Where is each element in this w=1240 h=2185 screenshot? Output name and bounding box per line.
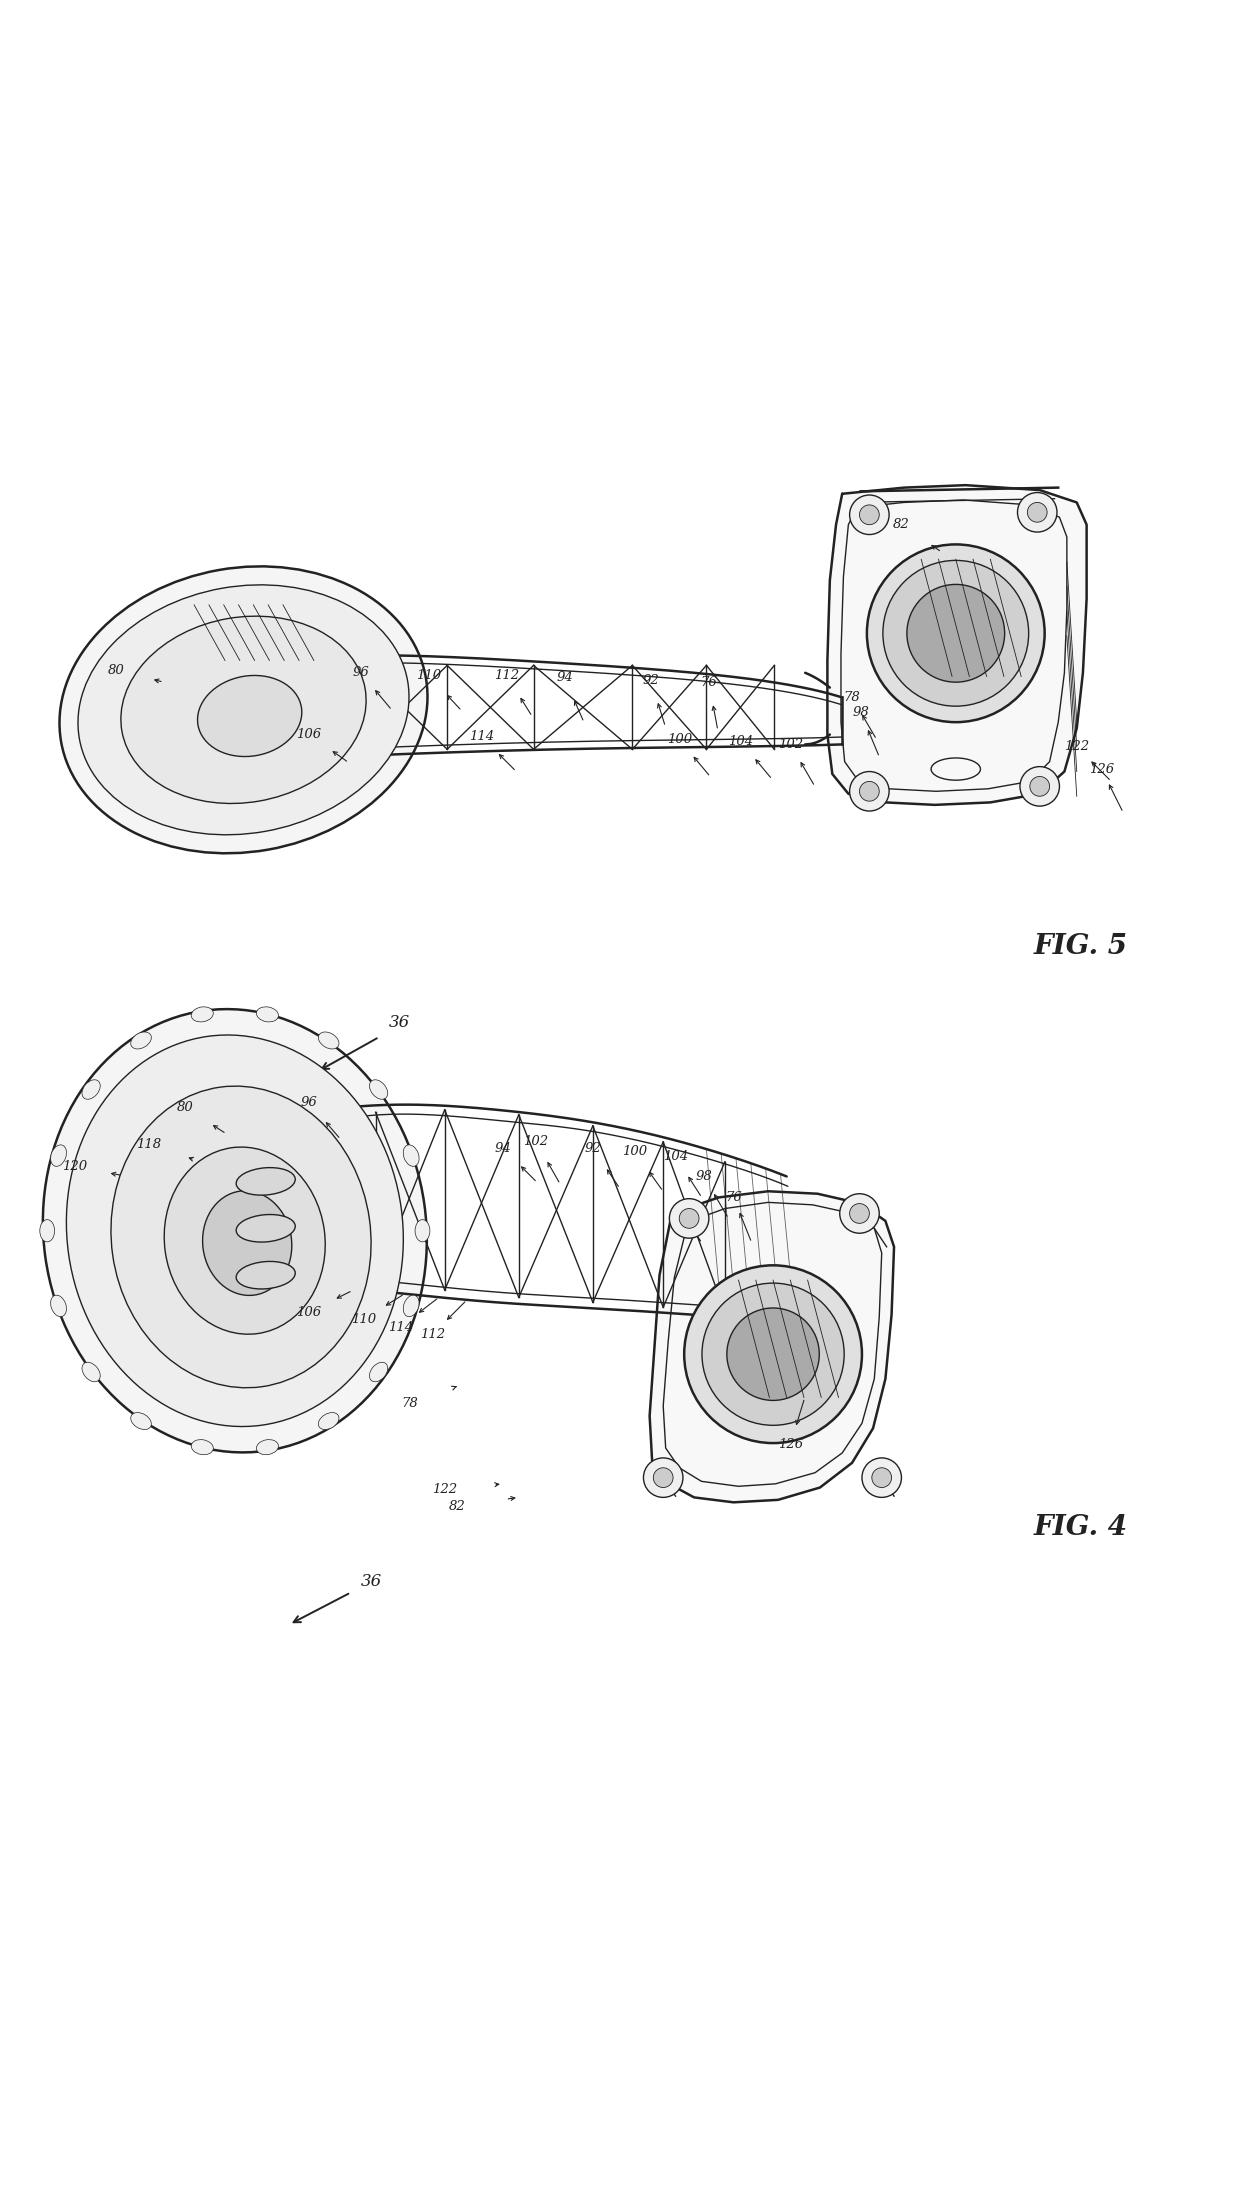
Text: 100: 100 [622, 1145, 647, 1158]
Circle shape [859, 505, 879, 524]
Ellipse shape [403, 1296, 419, 1318]
Text: 98: 98 [852, 706, 869, 719]
Text: 126: 126 [777, 1438, 804, 1451]
Text: 94: 94 [556, 671, 573, 684]
Circle shape [684, 1265, 862, 1442]
Ellipse shape [130, 1412, 151, 1429]
Ellipse shape [191, 1007, 213, 1023]
Ellipse shape [403, 1145, 419, 1167]
Text: 80: 80 [108, 664, 125, 677]
Ellipse shape [82, 1079, 100, 1099]
Text: 36: 36 [389, 1014, 410, 1031]
Text: 82: 82 [449, 1499, 465, 1512]
Text: 92: 92 [642, 673, 660, 686]
Text: 110: 110 [351, 1313, 376, 1326]
Circle shape [680, 1208, 699, 1228]
Text: 36: 36 [361, 1573, 382, 1591]
Ellipse shape [51, 1296, 67, 1318]
Text: FIG. 4: FIG. 4 [1033, 1514, 1127, 1540]
Circle shape [862, 1457, 901, 1497]
Ellipse shape [236, 1167, 295, 1195]
Circle shape [872, 1468, 892, 1488]
Text: 102: 102 [777, 739, 804, 752]
Text: FIG. 5: FIG. 5 [1033, 933, 1127, 961]
Text: 76: 76 [701, 675, 717, 688]
Circle shape [670, 1200, 709, 1239]
Text: 76: 76 [725, 1191, 742, 1204]
Ellipse shape [202, 1191, 291, 1296]
Text: 110: 110 [417, 669, 441, 682]
Circle shape [727, 1309, 820, 1401]
Ellipse shape [120, 616, 366, 804]
Ellipse shape [370, 1079, 388, 1099]
Ellipse shape [130, 1031, 151, 1049]
Circle shape [1030, 776, 1049, 795]
Circle shape [1021, 767, 1059, 806]
Ellipse shape [257, 1007, 279, 1023]
Ellipse shape [197, 675, 301, 756]
Text: 104: 104 [728, 736, 754, 749]
Ellipse shape [60, 566, 428, 854]
Text: 96: 96 [300, 1097, 317, 1108]
Text: 112: 112 [494, 669, 520, 682]
Circle shape [1018, 492, 1056, 533]
Ellipse shape [164, 1147, 325, 1335]
Ellipse shape [67, 1036, 403, 1427]
Text: 106: 106 [296, 1307, 321, 1320]
Polygon shape [827, 485, 1086, 804]
Ellipse shape [82, 1361, 100, 1381]
Circle shape [849, 771, 889, 811]
Ellipse shape [43, 1009, 427, 1453]
Text: 122: 122 [1064, 741, 1089, 754]
Ellipse shape [78, 586, 409, 835]
Text: 120: 120 [62, 1160, 87, 1173]
Text: 92: 92 [584, 1141, 601, 1154]
Circle shape [653, 1468, 673, 1488]
Circle shape [849, 496, 889, 535]
Ellipse shape [51, 1145, 67, 1167]
Ellipse shape [236, 1261, 295, 1289]
Polygon shape [650, 1191, 894, 1503]
Circle shape [839, 1193, 879, 1232]
Circle shape [906, 583, 1004, 682]
Text: 102: 102 [523, 1136, 548, 1149]
Ellipse shape [236, 1215, 295, 1241]
Text: 100: 100 [667, 732, 692, 745]
Text: 78: 78 [402, 1396, 419, 1409]
Text: 98: 98 [696, 1169, 712, 1182]
Text: 112: 112 [420, 1328, 445, 1342]
Circle shape [883, 559, 1029, 706]
Ellipse shape [40, 1219, 55, 1241]
Ellipse shape [191, 1440, 213, 1455]
Circle shape [1028, 503, 1047, 522]
Circle shape [867, 544, 1044, 723]
Ellipse shape [370, 1361, 388, 1381]
Circle shape [644, 1457, 683, 1497]
Text: 80: 80 [177, 1101, 193, 1114]
Ellipse shape [319, 1031, 339, 1049]
Text: 78: 78 [843, 690, 861, 704]
Circle shape [859, 782, 879, 802]
Circle shape [702, 1283, 844, 1425]
Text: 114: 114 [469, 730, 495, 743]
Ellipse shape [415, 1219, 430, 1241]
Text: 118: 118 [136, 1138, 161, 1151]
Text: 82: 82 [893, 518, 910, 531]
Text: 114: 114 [388, 1320, 413, 1333]
Text: 94: 94 [495, 1141, 511, 1154]
Text: 104: 104 [663, 1149, 688, 1162]
Text: 106: 106 [296, 728, 321, 741]
Ellipse shape [257, 1440, 279, 1455]
Text: 126: 126 [1089, 763, 1114, 776]
Circle shape [849, 1204, 869, 1224]
Text: 122: 122 [433, 1484, 458, 1497]
Ellipse shape [319, 1412, 339, 1429]
Ellipse shape [110, 1086, 371, 1387]
Text: 96: 96 [352, 666, 370, 680]
